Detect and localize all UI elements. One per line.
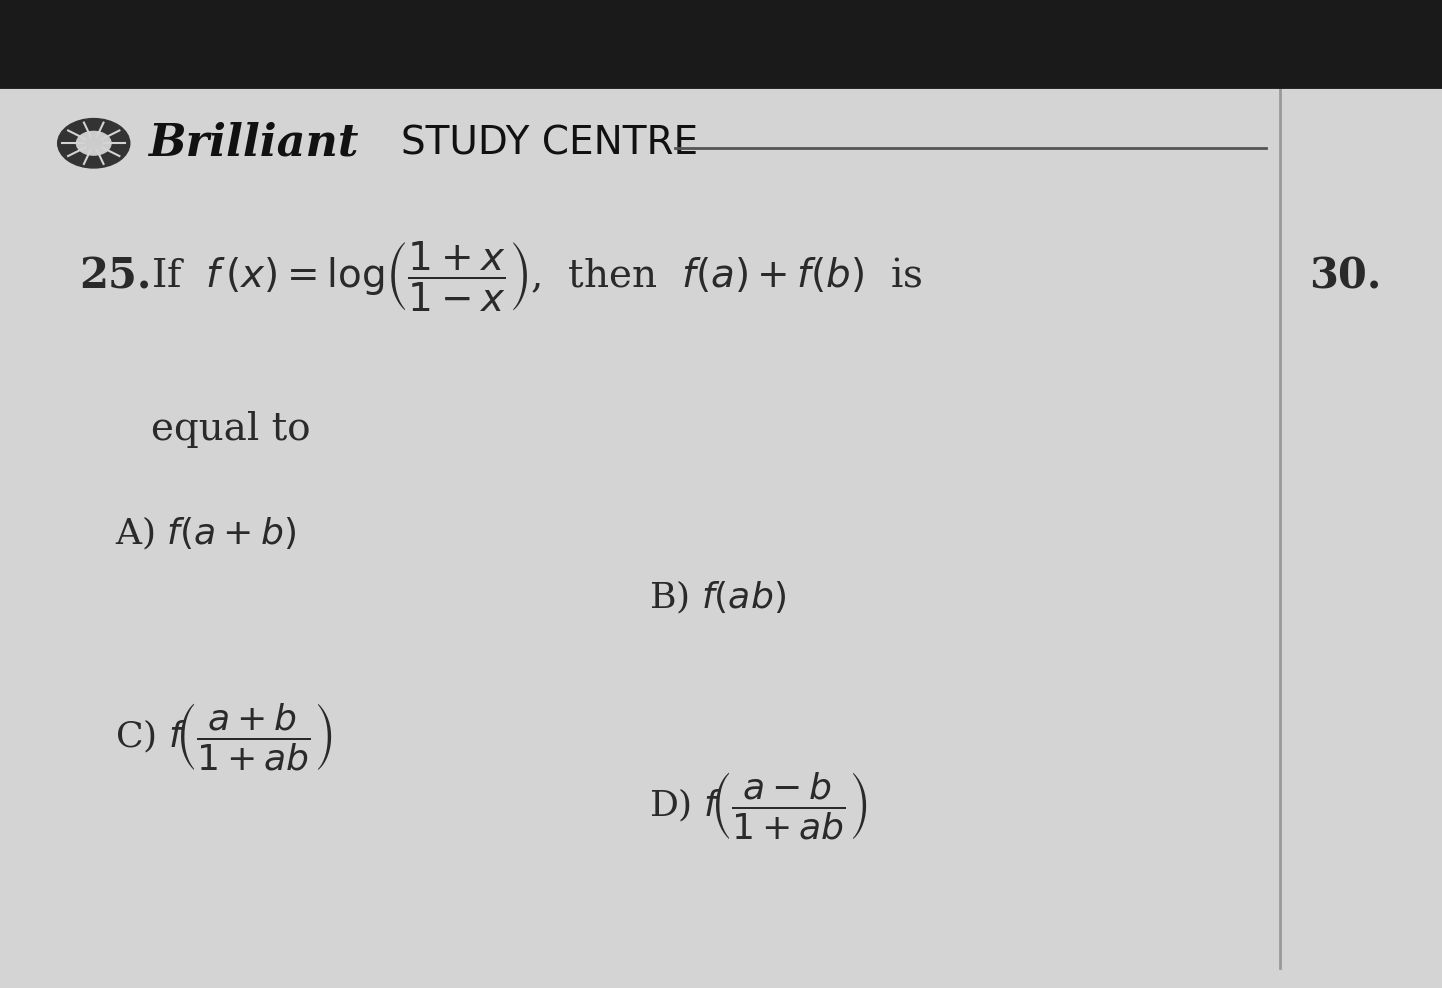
Text: STUDY CENTRE: STUDY CENTRE xyxy=(401,124,698,162)
Text: 30.: 30. xyxy=(1309,256,1381,297)
FancyBboxPatch shape xyxy=(0,49,1442,988)
Text: A) $f(a+b)$: A) $f(a+b)$ xyxy=(115,515,297,552)
FancyBboxPatch shape xyxy=(0,0,1442,89)
Text: 25.: 25. xyxy=(79,256,151,297)
Circle shape xyxy=(76,131,111,155)
Circle shape xyxy=(58,119,130,168)
Text: D) $f\!\left(\dfrac{a-b}{1+ab}\right)$: D) $f\!\left(\dfrac{a-b}{1+ab}\right)$ xyxy=(649,770,868,841)
Text: Brilliant: Brilliant xyxy=(149,122,359,165)
Text: If  $f\,(x) = \log\!\left(\dfrac{1+x}{1-x}\right)$,  then  $f(a)+f(b)$  is: If $f\,(x) = \log\!\left(\dfrac{1+x}{1-x… xyxy=(151,239,923,314)
Text: B) $f(ab)$: B) $f(ab)$ xyxy=(649,579,786,617)
Text: C) $f\!\left(\dfrac{a+b}{1+ab}\right)$: C) $f\!\left(\dfrac{a+b}{1+ab}\right)$ xyxy=(115,700,333,772)
Text: equal to: equal to xyxy=(151,411,311,449)
